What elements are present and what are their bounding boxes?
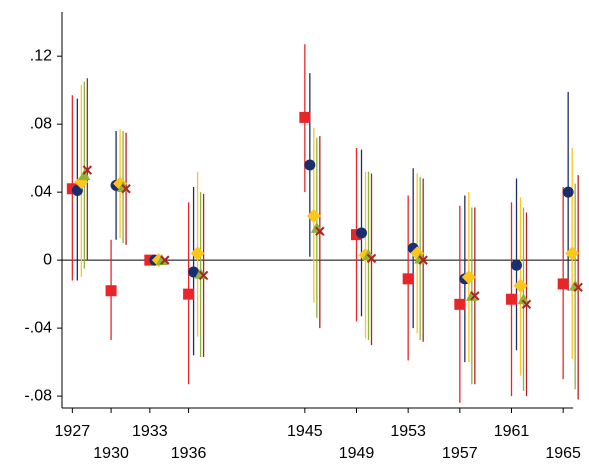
x-tick-label: 1930 bbox=[93, 445, 129, 462]
marker bbox=[465, 289, 478, 301]
marker bbox=[565, 246, 580, 261]
marker bbox=[78, 169, 91, 181]
marker bbox=[557, 278, 569, 290]
marker bbox=[190, 246, 205, 261]
marker bbox=[562, 186, 574, 198]
marker bbox=[306, 208, 321, 223]
x-tick-label: 1927 bbox=[55, 423, 91, 440]
y-tick-label: -.08 bbox=[24, 387, 52, 404]
marker bbox=[188, 266, 200, 278]
marker bbox=[105, 285, 117, 297]
marker bbox=[461, 270, 476, 285]
marker bbox=[356, 227, 367, 239]
marker bbox=[573, 282, 583, 293]
y-tick-label: 0 bbox=[43, 251, 52, 268]
x-tick-label: 1961 bbox=[494, 423, 530, 440]
y-tick-label: -.04 bbox=[24, 319, 52, 336]
x-tick-label: 1933 bbox=[132, 423, 168, 440]
marker bbox=[299, 111, 311, 123]
marker bbox=[82, 165, 93, 175]
marker bbox=[470, 291, 480, 301]
x-tick-label: 1936 bbox=[171, 445, 207, 462]
x-tick-label: 1949 bbox=[339, 445, 375, 462]
marker bbox=[517, 293, 530, 305]
x-tick-label: 1957 bbox=[442, 445, 478, 462]
marker bbox=[513, 278, 528, 293]
marker bbox=[304, 159, 316, 171]
y-tick-label: .12 bbox=[30, 47, 52, 64]
x-tick-label: 1945 bbox=[287, 423, 323, 440]
marker bbox=[366, 253, 377, 264]
marker bbox=[418, 255, 428, 265]
marker bbox=[198, 270, 209, 281]
marker bbox=[521, 299, 532, 310]
y-tick-label: .08 bbox=[30, 115, 52, 132]
marker bbox=[183, 288, 195, 300]
marker bbox=[160, 255, 170, 265]
marker bbox=[511, 259, 522, 271]
x-tick-label: 1965 bbox=[545, 445, 581, 462]
marker bbox=[315, 226, 325, 236]
marker bbox=[402, 273, 414, 285]
marker bbox=[506, 293, 517, 305]
x-tick-label: 1953 bbox=[390, 423, 426, 440]
marker bbox=[155, 254, 168, 266]
marker bbox=[121, 184, 131, 194]
marker bbox=[454, 298, 466, 310]
y-tick-label: .04 bbox=[30, 183, 52, 200]
